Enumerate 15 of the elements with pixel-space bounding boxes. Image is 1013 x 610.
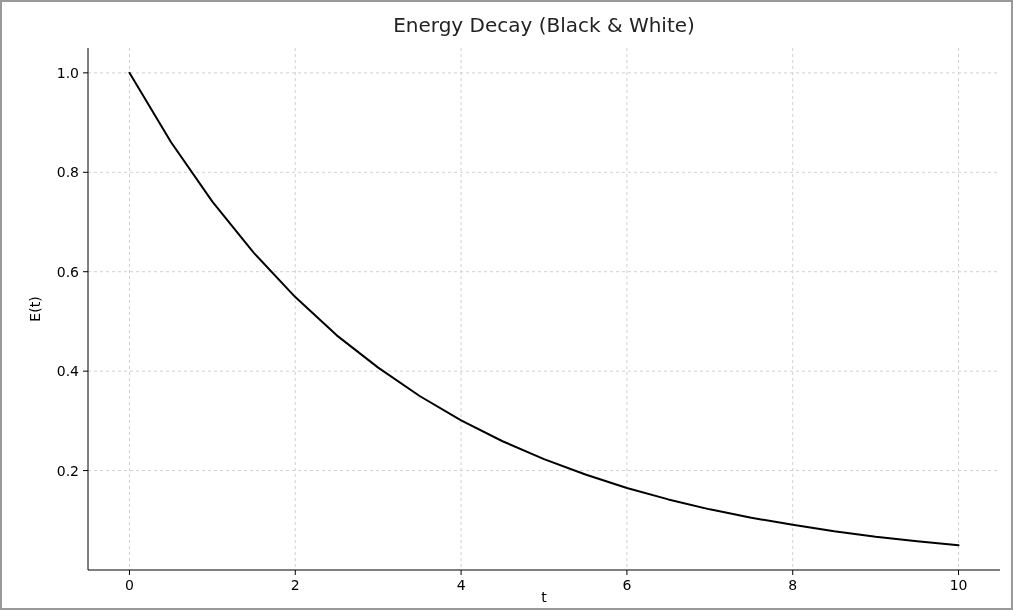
x-axis-title: t: [541, 589, 548, 605]
line-series: [128, 71, 960, 547]
y-tick-label: 0.6: [56, 263, 80, 280]
y-tick-label: 0.4: [56, 363, 80, 380]
y-axis-title: E(t): [27, 296, 43, 322]
x-tick-label: 0: [124, 577, 134, 593]
x-tick-label: 2: [290, 577, 300, 593]
y-tick-label: 0.8: [56, 164, 79, 181]
y-tick-label: 1.0: [56, 64, 79, 81]
x-tick-label: 8: [788, 577, 798, 593]
x-tick-label: 10: [949, 577, 968, 593]
x-tick-label: 4: [456, 577, 466, 593]
x-tick-label: 6: [622, 577, 632, 593]
y-tick-label: 0.2: [56, 462, 79, 479]
chart-title: Energy Decay (Black & White): [393, 13, 695, 37]
